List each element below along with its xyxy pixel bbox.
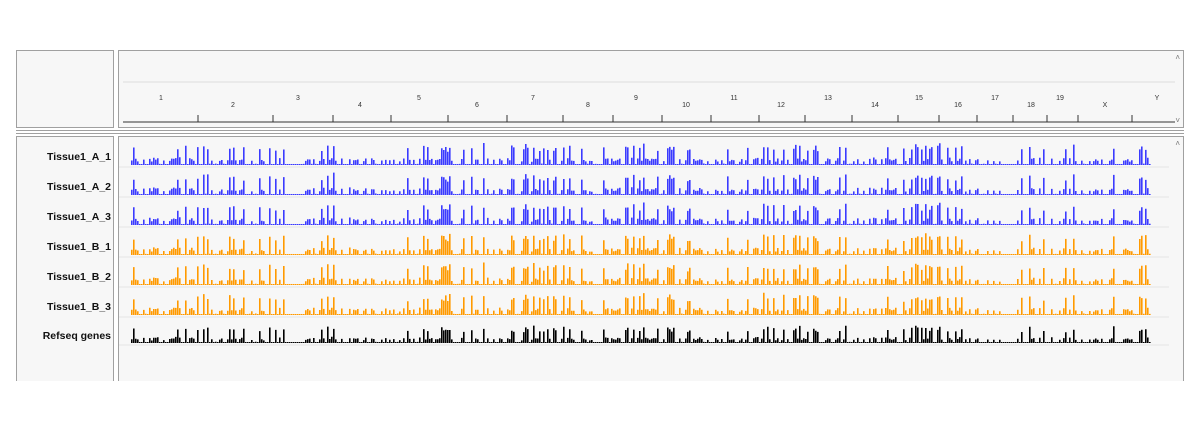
coverage-bars [131, 233, 1151, 255]
chromosome-label[interactable]: 16 [954, 102, 962, 109]
chromosome-label[interactable]: 7 [531, 95, 535, 102]
chromosome-label[interactable]: 2 [231, 102, 235, 109]
chromosome-ruler-panel[interactable]: 1 2 3 4 5 6 7 8 9 10 11 12 13 14 15 16 17 18 19 X Y ˄ ˅ [118, 50, 1184, 128]
chromosome-label[interactable]: 15 [915, 95, 923, 102]
track-data-panel[interactable]: ˄ [118, 136, 1184, 381]
coverage-bars [131, 262, 1151, 285]
chromosome-label[interactable]: 1 [159, 95, 163, 102]
chromosome-label[interactable]: 19 [1056, 95, 1064, 102]
track-label[interactable]: Tissue1_A_1 [46, 151, 111, 163]
header-name-panel [16, 50, 114, 128]
chevron-down-icon[interactable]: ˅ [1175, 116, 1180, 125]
track-name-panel: Tissue1_A_1 Tissue1_A_2 Tissue1_A_3 Tissue1… [16, 136, 114, 381]
track-coverage[interactable] [119, 262, 1169, 288]
panel-divider[interactable] [16, 133, 1184, 134]
chromosome-label[interactable]: 8 [586, 102, 590, 109]
chromosome-label[interactable]: 11 [730, 95, 737, 102]
tracks-canvas[interactable] [119, 137, 1169, 380]
chromosome-label[interactable]: Y [1155, 95, 1160, 102]
track-coverage[interactable] [119, 202, 1169, 228]
chromosome-label[interactable]: X [1103, 102, 1108, 109]
track-coverage[interactable] [119, 233, 1169, 258]
coverage-bars [131, 292, 1151, 315]
chevron-up-icon[interactable]: ˄ [1175, 53, 1180, 62]
track-label[interactable]: Tissue1_A_2 [46, 181, 111, 193]
track-coverage[interactable] [119, 292, 1169, 318]
coverage-bars [131, 325, 1151, 343]
track-label[interactable]: Tissue1_B_2 [46, 271, 111, 283]
track-coverage[interactable] [119, 143, 1169, 168]
chromosome-label[interactable]: 6 [475, 102, 479, 109]
chromosome-label[interactable]: 18 [1027, 102, 1035, 109]
chromosome-label[interactable]: 5 [417, 95, 421, 102]
track-label[interactable]: Refseq genes [42, 330, 111, 342]
chromosome-label[interactable]: 4 [358, 102, 362, 109]
chromosome-label[interactable]: 14 [871, 102, 879, 109]
chevron-up-icon[interactable]: ˄ [1175, 139, 1180, 148]
track-coverage[interactable] [119, 325, 1169, 346]
coverage-bars [131, 172, 1151, 195]
panel-divider[interactable] [16, 130, 1184, 131]
track-coverage[interactable] [119, 172, 1169, 198]
chromosome-label[interactable]: 13 [824, 95, 832, 102]
coverage-bars [131, 143, 1151, 165]
track-label[interactable]: Tissue1_B_3 [46, 301, 111, 313]
chromosome-label[interactable]: 17 [991, 95, 999, 102]
chromosome-label[interactable]: 3 [296, 95, 300, 102]
chromosome-label[interactable]: 10 [682, 102, 690, 109]
track-label[interactable]: Tissue1_A_3 [46, 211, 111, 223]
coverage-bars [131, 202, 1151, 225]
chromosome-label[interactable]: 9 [634, 95, 638, 102]
chromosome-label[interactable]: 12 [777, 102, 785, 109]
track-label[interactable]: Tissue1_B_1 [46, 241, 111, 253]
